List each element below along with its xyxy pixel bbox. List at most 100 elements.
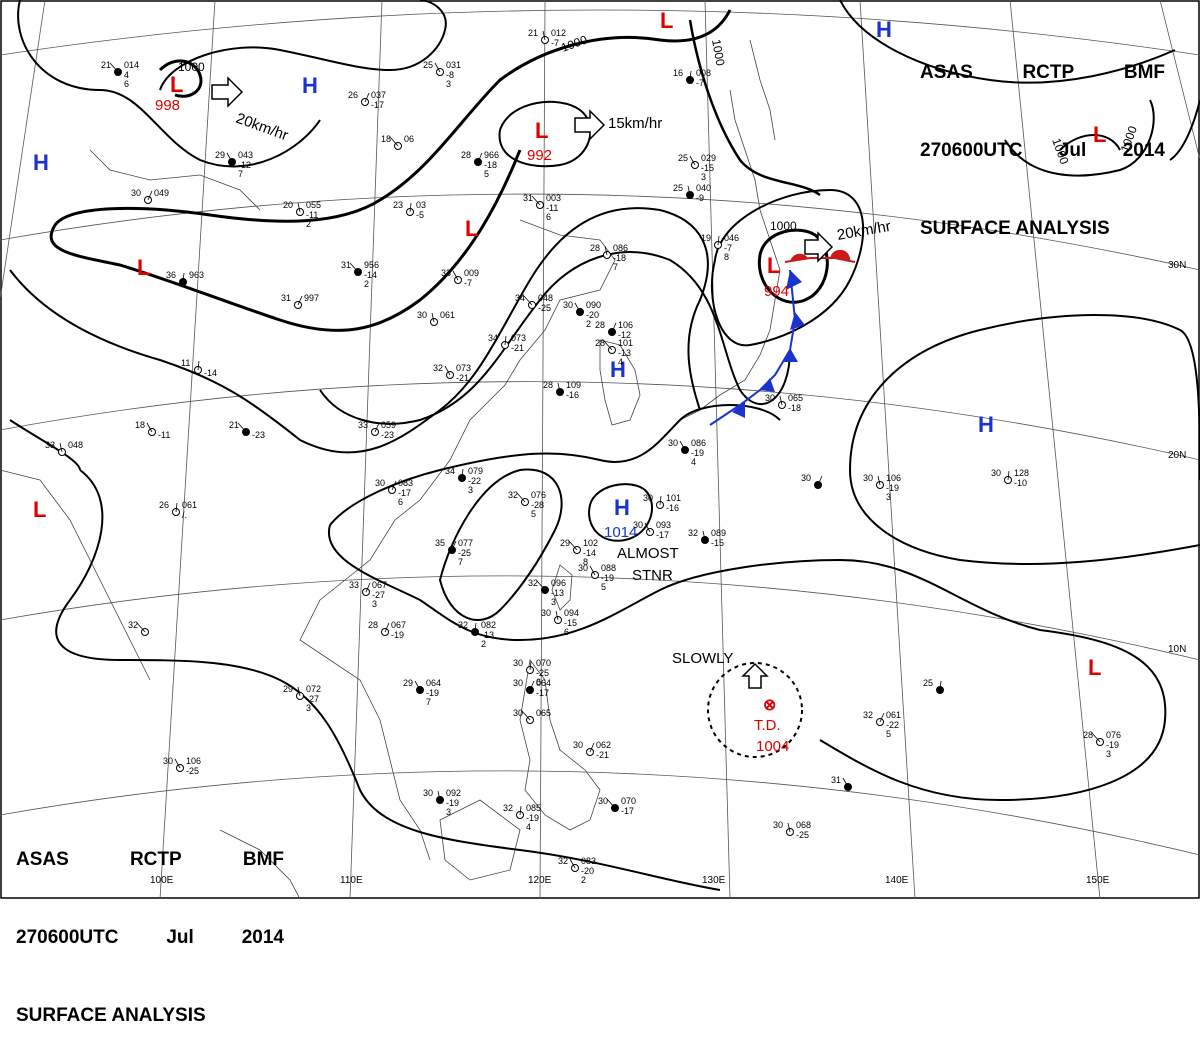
station-plot: 32 073-21 xyxy=(433,363,471,383)
station-wind-barb xyxy=(569,858,576,869)
station-plot: 30 094-156 xyxy=(541,608,579,637)
arrow-nw xyxy=(211,76,244,108)
station-plot: 33 009-7 xyxy=(441,268,479,288)
low-ne-symbol: L xyxy=(1093,122,1106,147)
station-plot: 29 072-273 xyxy=(283,684,321,713)
station-tendency: -21 xyxy=(456,373,469,383)
arrow-japan xyxy=(804,231,834,263)
header-top-right: ASAS RCTP BMF 270600UTC Jul 2014 SURFACE… xyxy=(920,8,1165,268)
station-wind-barb xyxy=(842,777,849,788)
station-plot: 30 070-17 xyxy=(598,796,636,816)
station-tendency: -21 xyxy=(596,750,609,760)
slowly-note: SLOWLY xyxy=(672,650,733,667)
station-pressure: 963 xyxy=(189,270,204,280)
station-plot: 30 090-202 xyxy=(563,300,601,329)
station-temperature: 28 xyxy=(595,320,605,330)
front-barb-5 xyxy=(732,402,745,418)
taiwan-coast xyxy=(551,564,573,611)
station-temperature: 18 xyxy=(381,134,391,144)
station-visibility: 2 xyxy=(481,639,486,649)
station-temperature: 30 xyxy=(163,756,173,766)
station-wind-barb xyxy=(461,468,464,479)
station-pressure: 061 xyxy=(886,710,901,720)
lon-label-150e: 150E xyxy=(1086,875,1110,886)
station-pressure: 096 xyxy=(551,578,566,588)
isobar-scs xyxy=(438,468,563,621)
station-visibility: 6 xyxy=(536,677,541,687)
station-temperature: 36 xyxy=(166,270,176,280)
station-tendency: -20 xyxy=(586,310,599,320)
station-temperature: 11 xyxy=(181,358,190,368)
station-visibility: 3 xyxy=(468,485,473,495)
station-wind-barb xyxy=(452,270,459,281)
station-plot: 33 067-273 xyxy=(349,580,387,609)
station-pressure: 003 xyxy=(546,193,561,203)
station-pressure: 014 xyxy=(124,60,139,70)
station-plot: 30 128-10 xyxy=(991,468,1029,488)
station-wind-barb xyxy=(297,686,301,697)
station-temperature: 31 xyxy=(341,260,351,270)
stnr-note: STNR xyxy=(632,567,673,584)
station-pressure: 086 xyxy=(613,243,628,253)
station-plot: 30 xyxy=(801,473,823,489)
station-temperature: 30 xyxy=(131,188,141,198)
lon-label-110e: 110E xyxy=(340,875,363,886)
isobar-west-south xyxy=(9,419,81,471)
station-pressure: 092 xyxy=(446,788,461,798)
station-temperature: 34 xyxy=(445,466,455,476)
station-pressure: 076 xyxy=(531,490,546,500)
station-temperature: 25 xyxy=(923,678,933,688)
station-wind-barb xyxy=(59,442,63,453)
station-wind-barb xyxy=(817,475,823,486)
station-plot: 11 -14 xyxy=(181,358,217,378)
isobar-japan-low-outer xyxy=(711,188,865,347)
station-visibility: 5 xyxy=(601,582,606,592)
station-tendency: -16 xyxy=(666,503,679,513)
station-plot: 30 068-25 xyxy=(773,820,811,840)
station-plot: 30 086-194 xyxy=(668,438,706,467)
parallel-30n xyxy=(0,193,1200,271)
station-temperature: 30 xyxy=(375,478,385,488)
station-tendency: -15 xyxy=(564,618,577,628)
station-wind-barb xyxy=(444,365,451,376)
station-plot: 25 029-153 xyxy=(678,153,716,182)
station-tendency: -25 xyxy=(536,668,549,678)
station-pressure: 043 xyxy=(238,150,253,160)
station-plot: 31 xyxy=(831,775,852,791)
station-wind-barb xyxy=(521,710,531,721)
station-tendency: -17 xyxy=(536,688,549,698)
station-pressure: 072 xyxy=(306,684,321,694)
footer-line-3: SURFACE ANALYSIS xyxy=(16,1005,206,1026)
station-plot: 20 055-112 xyxy=(283,200,321,229)
station-visibility: 7 xyxy=(613,262,618,272)
station-wind-barb xyxy=(226,152,233,163)
station-temperature: 28 xyxy=(1083,730,1093,740)
station-visibility: 3 xyxy=(372,599,377,609)
station-visibility: 5 xyxy=(484,169,489,179)
station-temperature: 30 xyxy=(765,393,775,403)
station-pressure: 997 xyxy=(304,293,319,303)
high-mongolia-symbol: H xyxy=(302,73,318,98)
low-japan-value: 994 xyxy=(764,283,789,300)
station-temperature: 26 xyxy=(159,500,169,510)
station-wind-barb xyxy=(717,235,720,246)
high-pacific-symbol: H xyxy=(978,412,994,437)
station-temperature: 23 xyxy=(393,200,403,210)
station-pressure: 085 xyxy=(526,803,541,813)
station-tendency: -25 xyxy=(458,548,471,558)
station-wind-barb xyxy=(414,680,421,691)
low-china-symbol: L xyxy=(465,216,478,241)
station-pressure: 082 xyxy=(481,620,496,630)
isobar-label-4: 1000 xyxy=(770,219,797,233)
front-barb-1 xyxy=(786,270,802,290)
low-nw-value: 998 xyxy=(155,97,180,114)
station-tendency: -25 xyxy=(186,766,199,776)
graticule-labels: 100E 110E 120E 130E 140E 150E 30N 20N 10… xyxy=(150,260,1186,886)
station-plot: 30 065-18 xyxy=(765,393,803,413)
station-temperature: 28 xyxy=(595,338,605,348)
station-pressure: 062 xyxy=(596,740,611,750)
td-label: T.D. xyxy=(754,717,781,734)
station-plot: 25 040-9 xyxy=(673,183,711,203)
station-plot: 30 088-195 xyxy=(578,563,616,592)
isobar-inner-low xyxy=(159,0,447,91)
